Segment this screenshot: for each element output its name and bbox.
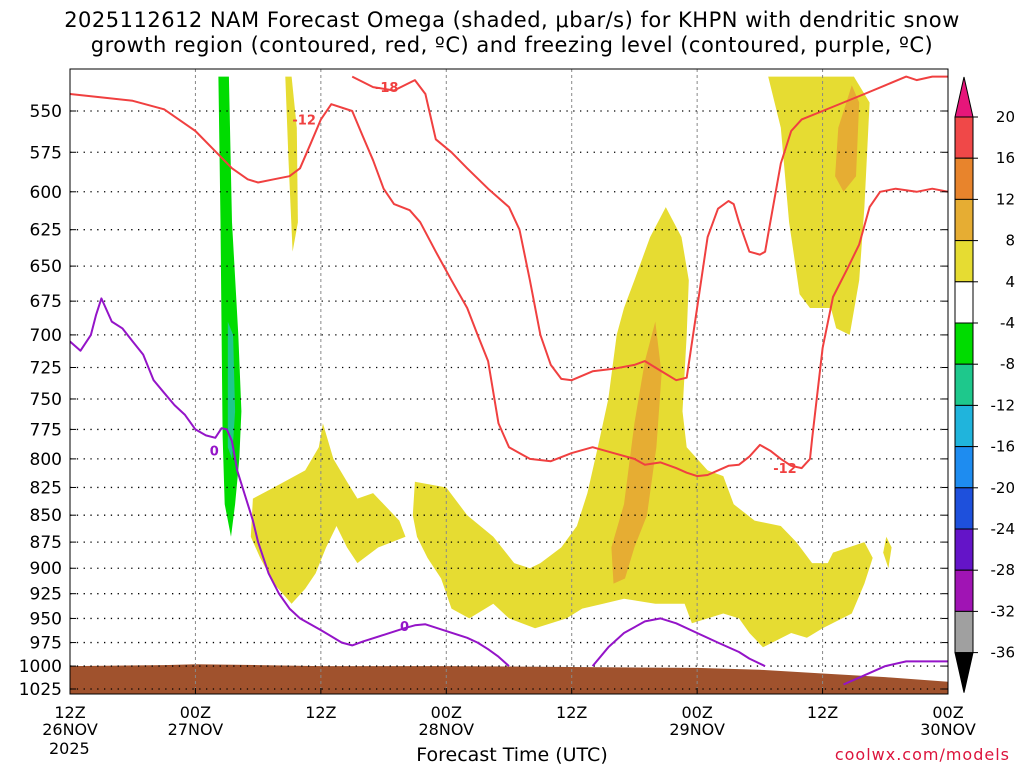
omega-region-2 [285,76,298,252]
omega-region-1 [227,321,236,459]
red-contour-1 [351,75,948,382]
colorbar-label-11: -28 [991,561,1016,579]
colorbar-bin-10 [954,528,974,571]
y-tick-label-575: 575 [30,143,62,163]
x-tick-label-4: 12Z [556,703,587,722]
y-tick-label-1025: 1025 [19,680,62,700]
y-tick-label-550: 550 [30,102,62,122]
colorbar-label-1: 16 [996,149,1015,167]
colorbar-bin-9 [954,487,974,530]
y-tick-label-700: 700 [30,326,62,346]
x-tick-label-6: 12Z [807,703,838,722]
colorbar-label-8: -16 [991,438,1016,456]
colorbar-label-0: 20 [996,108,1015,126]
plot-frame [69,68,949,695]
y-tick-label-950: 950 [30,609,62,629]
x-tick-date-1: 27NOV [168,720,224,739]
chart-title: 2025112612 NAM Forecast Omega (shaded, μ… [0,8,1024,58]
colorbar-top-arrow [954,76,974,118]
y-tick-label-1000: 1000 [19,657,62,677]
red-contour-label-1: -18 [375,81,399,96]
colorbar-label-9: -20 [991,479,1016,497]
contour-lines [70,75,948,686]
y-tick-label-650: 650 [30,257,62,277]
y-tick-label-875: 875 [30,533,62,553]
omega-region-7 [611,321,662,584]
colorbar-bin-2 [954,198,974,242]
x-tick-label-7: 00Z [932,703,963,722]
colorbar-bin-8 [954,446,974,489]
grid-lines [70,69,948,694]
x-axis-title: Forecast Time (UTC) [416,744,608,766]
x-tick-label-3: 00Z [431,703,462,722]
colorbar-label-5: -4 [1000,314,1015,332]
terrain-layer [70,664,948,694]
y-tick-label-600: 600 [30,183,62,203]
y-tick-label-775: 775 [30,420,62,440]
purple-contour-0 [70,297,510,667]
colorbar-label-3: 8 [1005,232,1015,250]
y-tick-label-625: 625 [30,221,62,241]
y-tick-label-850: 850 [30,506,62,526]
colorbar-label-7: -12 [991,396,1016,414]
omega-region-0 [218,76,242,537]
colorbar-bin-3 [954,240,974,283]
colorbar-bin-12 [954,610,974,654]
omega-region-8 [835,85,860,192]
red-contour-label-0: -12 [292,113,316,128]
colorbar-label-2: 12 [996,190,1015,208]
colorbar-label-13: -36 [991,644,1016,662]
colorbar-label-4: 4 [1005,273,1015,291]
colorbar-label-6: -8 [1000,355,1015,373]
y-tick-label-725: 725 [30,358,62,378]
y-tick-label-975: 975 [30,634,62,654]
y-tick-label-750: 750 [30,390,62,410]
x-axis-year-label: 2025 [49,739,90,758]
x-tick-date-3: 28NOV [418,720,474,739]
colorbar: 20 16 12 8 4 -4 -8 -12 -16 -20 -24 -28 -32 -36 [954,76,1016,693]
colorbar-bin-0 [954,116,974,159]
chart-title-line1: 2025112612 NAM Forecast Omega (shaded, μ… [64,8,960,32]
x-tick-label-5: 00Z [681,703,712,722]
colorbar-bin-4 [954,281,974,324]
x-tick-date-5: 29NOV [669,720,725,739]
colorbar-bin-5 [954,322,974,365]
x-tick-date-7: 30NOV [920,720,976,739]
colorbar-label-10: -24 [991,520,1016,538]
omega-shading [218,76,892,648]
contour-labels: -12 -18 -12 0 0 [210,81,797,635]
x-tick-label-0: 12Z [54,703,85,722]
colorbar-bin-6 [954,363,974,406]
purple-contour-label-1: 0 [400,620,409,635]
colorbar-bin-1 [954,157,974,200]
y-tick-label-825: 825 [30,478,62,498]
colorbar-bin-7 [954,404,974,448]
purple-contour-2 [843,660,948,686]
purple-contour-1 [591,617,766,668]
y-tick-label-900: 900 [30,559,62,579]
omega-region-3 [250,423,406,604]
terrain-polygon [70,664,948,694]
x-tick-label-1: 00Z [180,703,211,722]
x-tick-label-2: 12Z [305,703,336,722]
red-contour-label-2: -12 [773,462,797,477]
x-tick-date-0: 26NOV [42,720,98,739]
y-tick-label-925: 925 [30,585,62,605]
colorbar-bottom-arrow [954,652,974,693]
purple-contour-label-0: 0 [210,445,219,460]
colorbar-label-12: -32 [991,602,1016,620]
y-tick-label-675: 675 [30,292,62,312]
red-contour-0 [70,93,948,478]
omega-region-6 [883,536,892,569]
y-tick-label-800: 800 [30,450,62,470]
chart-title-line2: growth region (contoured, red, ºC) and f… [90,33,934,57]
credit-text: coolwx.com/models [834,745,1010,764]
colorbar-bin-11 [954,569,974,612]
y-axis: 550 575 600 625 650 675 700 725 750 775 800 825 850 8… [19,102,948,700]
